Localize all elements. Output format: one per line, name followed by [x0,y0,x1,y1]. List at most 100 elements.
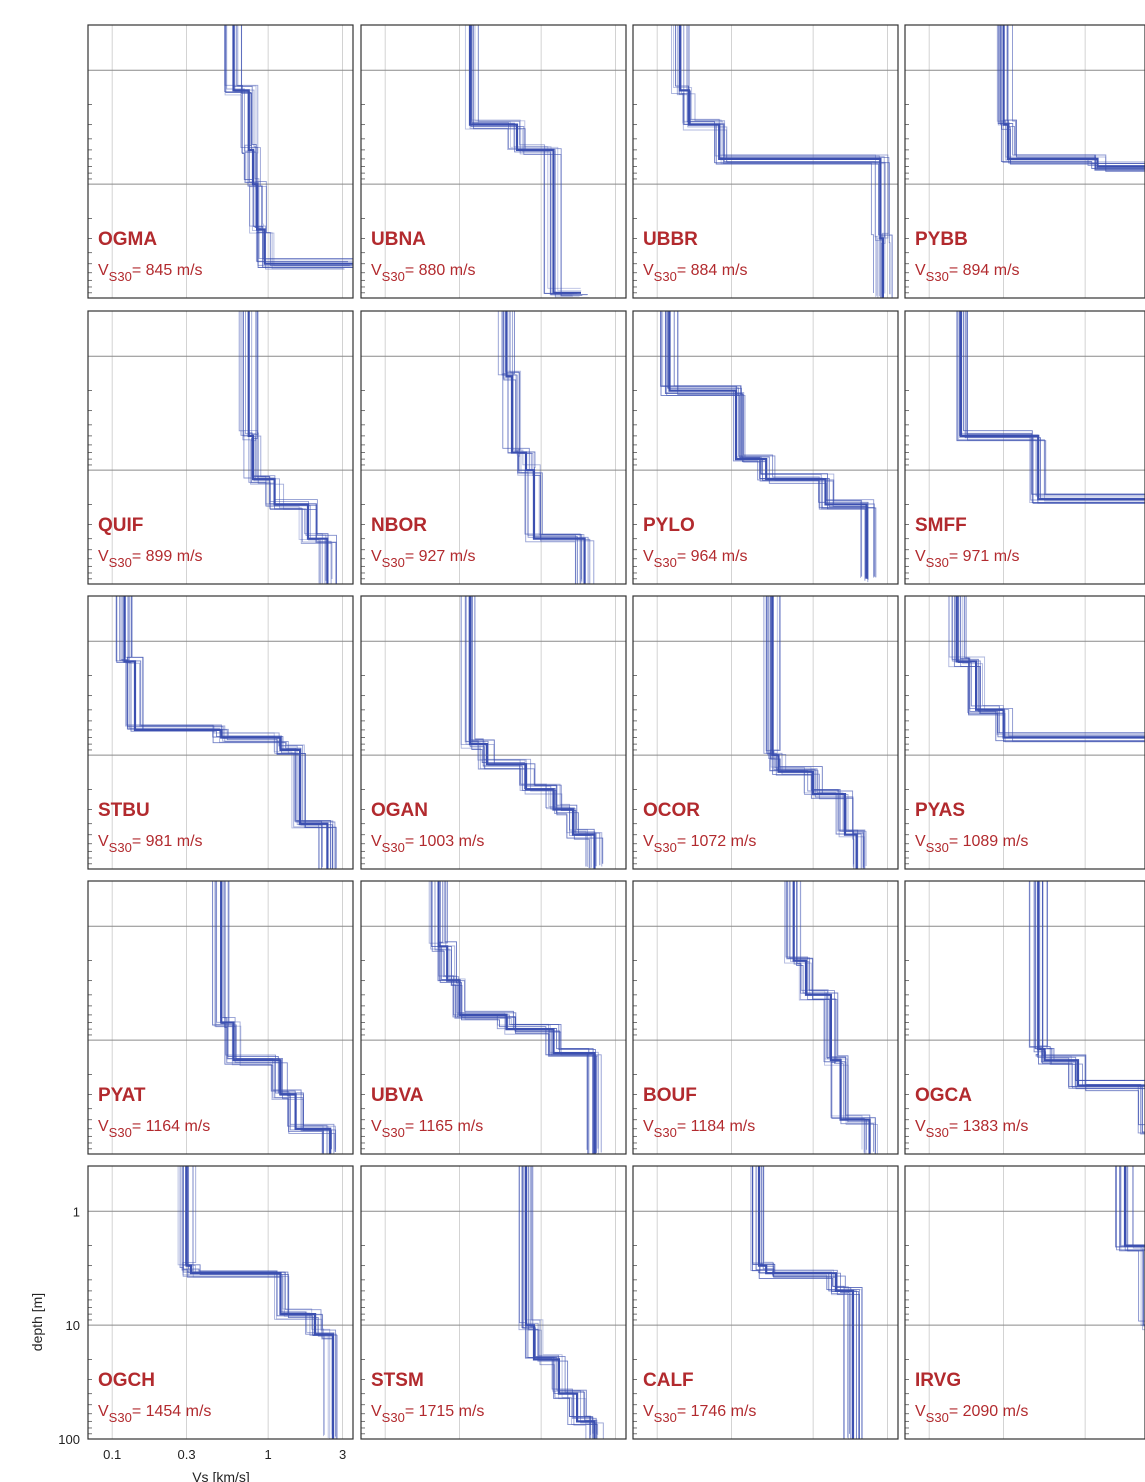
panel-background [905,881,1145,1154]
profile-ensemble [238,311,337,584]
panel-pyas: PYAS VS30= 1089 m/s [904,595,1145,870]
vs30-subscript: S30 [926,840,949,855]
vs30-subscript: S30 [382,269,405,284]
panel-frame [360,24,627,299]
panel-frame [904,880,1145,1155]
panel-stbu: STBU VS30= 981 m/s [87,595,354,870]
vs30-symbol: V [98,548,109,565]
panel-background [905,1166,1145,1439]
vs30-subscript: S30 [926,1125,949,1140]
station-label: PYAT [98,1085,146,1106]
panel-ogca: OGCA VS30= 1383 m/s [904,880,1145,1155]
vs30-label: VS30= 1165 m/s [371,1118,483,1140]
profile-ensemble [956,311,1145,504]
vs30-subscript: S30 [654,555,677,570]
vs30-symbol: V [915,1118,926,1135]
vs30-subscript: S30 [926,1410,949,1425]
profile-ensemble [948,596,1145,743]
profile-median [792,881,871,1154]
profile-ensemble [784,881,878,1154]
vs30-value: = 1165 m/s [405,1118,483,1135]
panel-frame [904,24,1145,299]
profile-ensemble [1115,1166,1145,1331]
y-tick-label: 1 [73,1204,80,1219]
profile-median [232,25,353,265]
panel-background [361,25,626,298]
panel-frame [87,24,354,299]
station-label: UBVA [371,1085,424,1106]
profile-realization [503,311,578,584]
profile-ensemble [177,1166,338,1439]
profile-realization [1127,1166,1145,1326]
profile-realization [470,25,573,297]
vs30-label: VS30= 1072 m/s [643,833,756,855]
profile-ensemble [763,596,867,869]
vs30-label: VS30= 927 m/s [371,548,476,570]
profile-realization [999,25,1145,169]
vs30-value: = 964 m/s [677,548,748,565]
profile-ensemble [497,311,595,584]
profile-realization [471,25,588,296]
y-axis-label: depth [m] [29,1293,45,1351]
vs30-subscript: S30 [654,269,677,284]
vs30-subscript: S30 [926,555,949,570]
panel-background [633,311,898,584]
profile-median [468,25,581,294]
profile-realization [1120,1166,1145,1326]
vs30-subscript: S30 [382,555,405,570]
panel-frame [87,595,354,870]
vs30-subscript: S30 [109,840,132,855]
station-label: PYLO [643,515,695,536]
profile-realization [465,596,601,866]
profile-realization [1037,881,1145,1081]
profile-median [437,881,596,1154]
panel-frame [632,880,899,1155]
panel-irvg: IRVG VS30= 2090 m/s [904,1165,1145,1440]
vs30-value: = 1072 m/s [677,833,757,850]
profile-realization [251,311,332,584]
profile-realization [464,596,596,869]
vs30-subscript: S30 [654,840,677,855]
profile-median [505,311,586,584]
profile-median [1002,25,1145,168]
vs30-value: = 1383 m/s [949,1118,1029,1135]
profile-realization [179,1166,335,1439]
profile-ensemble [464,25,590,298]
profile-realization [996,25,1145,172]
station-label: PYAS [915,800,965,821]
vs30-value: = 845 m/s [132,262,203,279]
panel-pyat: PYAT VS30= 1164 m/s [87,880,354,1155]
station-label: OCOR [643,800,700,821]
vs30-symbol: V [643,548,654,565]
vs30-label: VS30= 1089 m/s [915,833,1028,855]
vs30-label: VS30= 1164 m/s [98,1118,210,1140]
x-tick-label: 0.3 [178,1447,196,1462]
profile-realization [951,596,1145,742]
panel-bouf: BOUF VS30= 1184 m/s [632,880,899,1155]
vs30-label: VS30= 1746 m/s [643,1403,756,1425]
profile-ensemble [460,596,604,869]
profile-realization [793,881,875,1152]
vs30-subscript: S30 [926,269,949,284]
profile-realization [501,311,577,584]
profile-median [1037,881,1145,1087]
vs30-label: VS30= 1715 m/s [371,1403,484,1425]
vs30-subscript: S30 [109,1125,132,1140]
profile-realization [224,881,331,1154]
profile-realization [470,25,588,296]
profile-ensemble [660,311,877,583]
station-label: STBU [98,800,150,821]
profile-ensemble [750,1166,863,1439]
station-label: BOUF [643,1085,697,1106]
profile-realization [1119,1166,1145,1322]
vs30-value: = 880 m/s [405,262,476,279]
panel-frame [360,310,627,585]
profile-median [524,1166,596,1439]
profile-realization [957,311,1145,502]
station-label: NBOR [371,515,427,536]
profile-realization [948,596,1145,736]
station-label: STSM [371,1370,424,1391]
panel-frame [87,880,354,1155]
profile-realization [1132,1166,1145,1331]
profile-ensemble [518,1166,604,1439]
